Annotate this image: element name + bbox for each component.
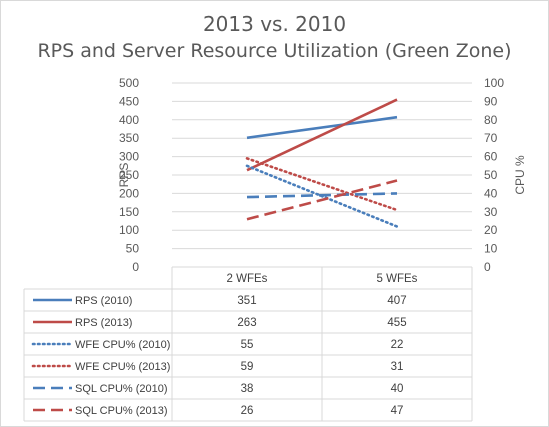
series-line [246, 115, 398, 140]
legend-label: WFE CPU% (2013) [75, 361, 170, 373]
y-tick-label: 300 [119, 150, 139, 164]
y2-tick-label: 70 [484, 131, 498, 145]
y-axis-label: RPS [117, 163, 131, 188]
table-cell-value: 407 [387, 295, 406, 307]
y-tick-label: 250 [119, 168, 139, 182]
y-tick-label: 0 [132, 260, 139, 274]
y2-tick-label: 60 [484, 150, 498, 164]
table-cell-value: 40 [391, 383, 404, 395]
chart-title: 2013 vs. 2010 [203, 12, 346, 36]
y2-tick-label: 90 [484, 94, 498, 108]
y-tick-label: 450 [119, 94, 139, 108]
y2-tick-label: 20 [484, 223, 498, 237]
table-cell-value: 263 [237, 317, 256, 329]
y-tick-label: 50 [126, 242, 140, 256]
chart-subtitle: RPS and Server Resource Utilization (Gre… [37, 40, 511, 62]
y2-tick-label: 100 [484, 76, 504, 90]
y2-tick-label: 0 [484, 260, 491, 274]
table-cell-value: 55 [241, 339, 254, 351]
y-tick-label: 200 [119, 186, 139, 200]
category-label: 5 WFEs [377, 273, 418, 285]
category-label: 2 WFEs [227, 273, 268, 285]
y-tick-label: 500 [119, 76, 139, 90]
y2-axis-label: CPU % [513, 155, 527, 195]
table-cell-value: 38 [241, 383, 254, 395]
gridlines [172, 82, 472, 250]
axis-ticks: 0 50 100 150 200 250 300 350 400 450 500 0 10 20 30 40 5… [119, 76, 504, 274]
y2-tick-label: 40 [484, 186, 498, 200]
data-table: 2 WFEs 5 WFEs RPS (2010) 351 407 RPS (2013) 26… [23, 266, 473, 422]
legend-label: SQL CPU% (2010) [75, 383, 168, 395]
y2-tick-label: 80 [484, 113, 498, 127]
table-cell-value: 26 [241, 405, 254, 417]
series-line [246, 179, 398, 221]
legend-label: SQL CPU% (2013) [75, 405, 168, 417]
series-line [245, 157, 399, 212]
series-lines [245, 98, 399, 228]
y-tick-label: 100 [119, 223, 139, 237]
table-cell-value: 351 [237, 295, 256, 307]
series-line [246, 192, 398, 199]
y-tick-label: 350 [119, 131, 139, 145]
table-cell-value: 455 [387, 317, 406, 329]
y-tick-label: 150 [119, 205, 139, 219]
y2-tick-label: 50 [484, 168, 498, 182]
series-line [246, 98, 398, 172]
table-cell-value: 47 [391, 405, 404, 417]
table-cell-value: 31 [391, 361, 404, 373]
table-cell-value: 59 [241, 361, 254, 373]
y-tick-label: 400 [119, 113, 139, 127]
legend-label: RPS (2010) [75, 295, 132, 307]
y2-tick-label: 10 [484, 242, 498, 256]
table-cell-value: 22 [391, 339, 404, 351]
legend-label: WFE CPU% (2010) [75, 339, 170, 351]
y2-tick-label: 30 [484, 205, 498, 219]
legend-label: RPS (2013) [75, 317, 132, 329]
